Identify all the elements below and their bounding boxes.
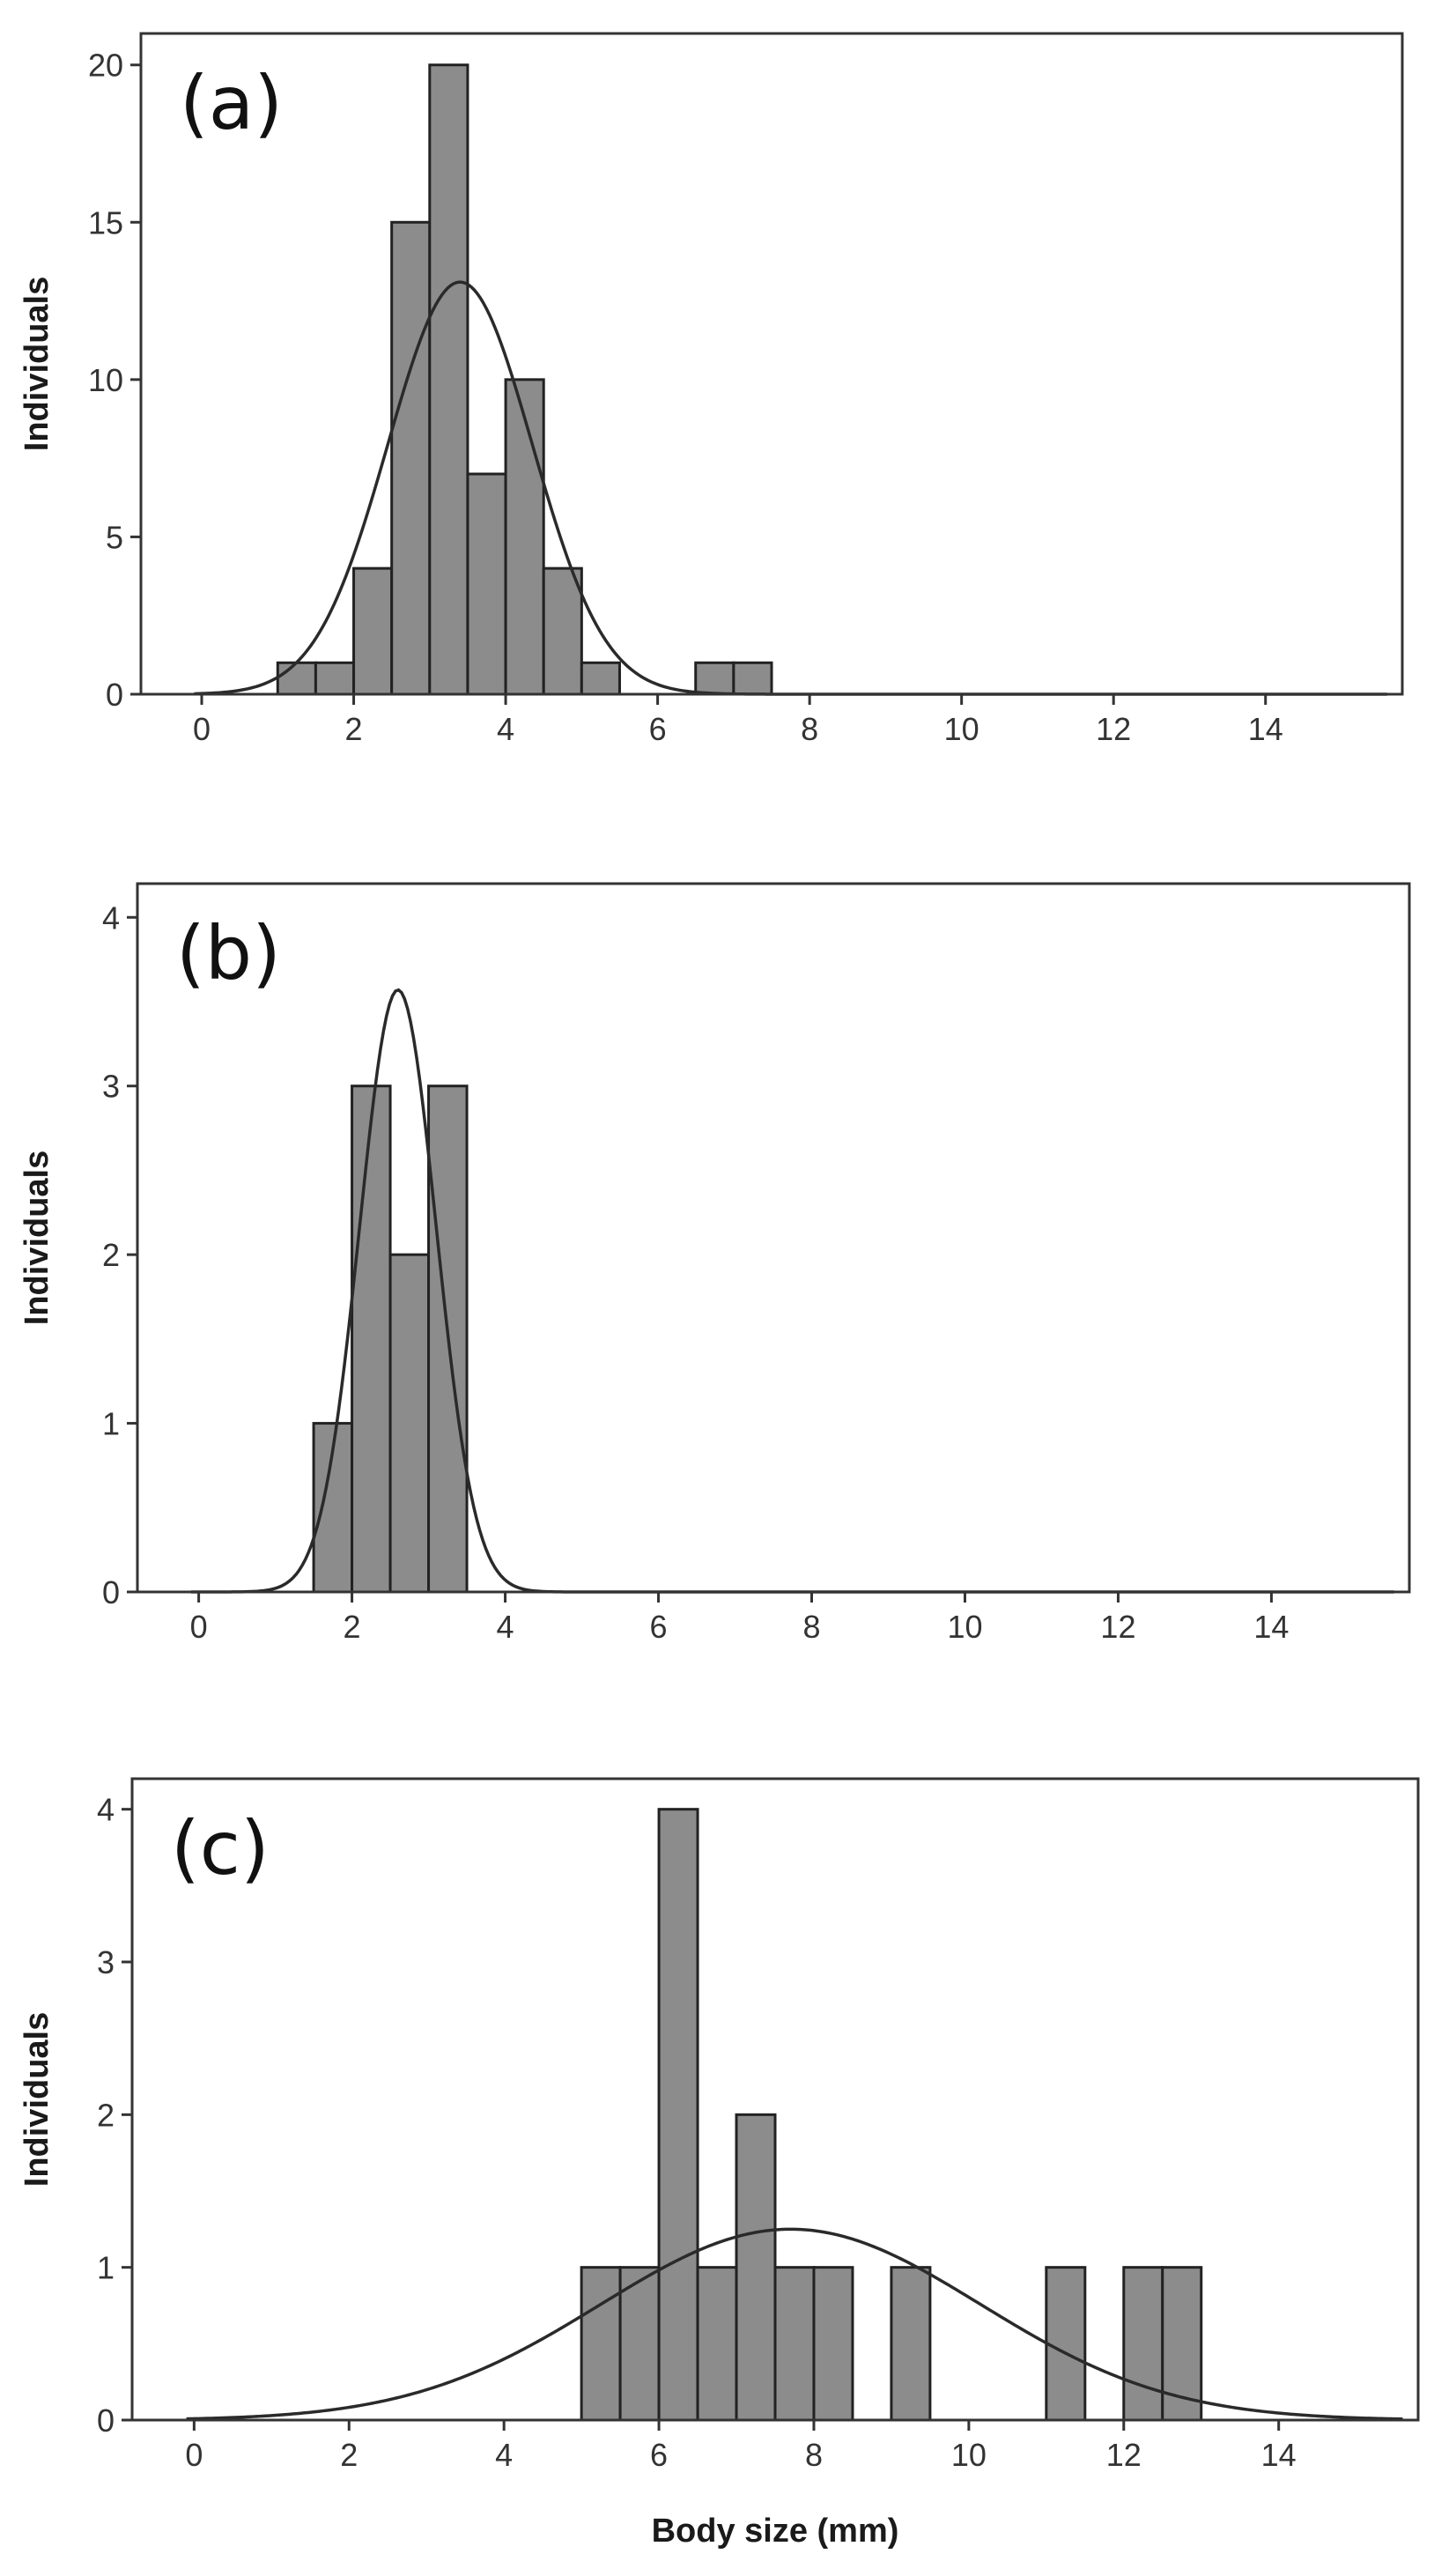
x-tick-label-b-6: 6: [650, 1609, 668, 1645]
x-tick-label-c-12: 12: [1106, 2437, 1142, 2473]
histogram-bar-a-7: [542, 566, 583, 696]
x-tick-label-c-8: 8: [805, 2437, 823, 2473]
x-tick-label-b-4: 4: [497, 1609, 514, 1645]
x-tick-label-a-6: 6: [649, 711, 667, 747]
plot-frame-b: [136, 882, 1411, 1594]
x-tick-label-b-10: 10: [947, 1609, 982, 1645]
x-tick-label-a-14: 14: [1248, 711, 1283, 747]
x-tick-label-b-0: 0: [190, 1609, 208, 1645]
normal-curve-c: [186, 2227, 1403, 2421]
y-axis-title-c: Individuals: [18, 2012, 55, 2187]
y-tick-label-b-0: 0: [102, 1574, 120, 1610]
panel-label-b: (b): [176, 910, 281, 996]
histogram-bar-b-2: [388, 1253, 431, 1594]
y-tick-label-c-0: 0: [97, 2402, 115, 2439]
x-tick-label-c-4: 4: [495, 2437, 513, 2473]
x-tick-label-a-2: 2: [345, 711, 363, 747]
panel-label-c: (c): [171, 1805, 270, 1891]
histogram-bar-c-3: [696, 2266, 738, 2422]
y-tick-label-b-3: 3: [102, 1069, 120, 1105]
x-tick-label-b-8: 8: [802, 1609, 820, 1645]
y-axis-title-b: Individuals: [18, 1151, 55, 1325]
histogram-bar-a-10: [732, 661, 773, 696]
x-tick-label-a-8: 8: [801, 711, 818, 747]
y-tick-label-a-10: 10: [88, 362, 123, 398]
x-tick-label-a-4: 4: [497, 711, 514, 747]
histogram-bar-a-3: [390, 220, 432, 696]
x-tick-label-a-12: 12: [1096, 711, 1131, 747]
x-tick-label-a-10: 10: [944, 711, 979, 747]
histogram-bar-a-8: [580, 661, 621, 696]
y-tick-label-b-2: 2: [102, 1237, 120, 1273]
histogram-bar-c-7: [890, 2266, 932, 2422]
histogram-bar-a-6: [504, 378, 545, 696]
y-tick-label-a-0: 0: [106, 677, 123, 713]
histogram-bar-c-6: [812, 2266, 854, 2422]
histogram-bar-a-5: [466, 472, 507, 696]
x-tick-label-c-2: 2: [340, 2437, 358, 2473]
x-tick-label-c-10: 10: [951, 2437, 987, 2473]
panel-a: 0 2 4 6 8 10 12 14 0 5 10 15 20 Individuals (a): [18, 32, 1404, 747]
plot-frame-c: [130, 1777, 1420, 2422]
histogram-bar-a-1: [314, 661, 356, 696]
histogram-bar-c-5: [773, 2266, 816, 2422]
y-tick-label-a-5: 5: [106, 519, 123, 555]
y-tick-label-b-1: 1: [102, 1406, 120, 1442]
y-tick-label-c-4: 4: [97, 1792, 115, 1828]
y-tick-label-a-20: 20: [88, 48, 123, 84]
histogram-bar-a-2: [352, 566, 394, 696]
x-tick-label-b-2: 2: [344, 1609, 361, 1645]
y-tick-label-c-1: 1: [97, 2250, 115, 2286]
histogram-bar-a-0: [276, 661, 317, 696]
x-tick-label-c-14: 14: [1261, 2437, 1297, 2473]
x-tick-label-c-6: 6: [650, 2437, 668, 2473]
x-axis-title-c: Body size (mm): [652, 2513, 899, 2550]
histogram-bar-c-4: [735, 2113, 777, 2422]
histogram-bar-a-9: [694, 661, 735, 696]
y-axis-title-a: Individuals: [18, 277, 55, 451]
x-tick-label-c-0: 0: [185, 2437, 203, 2473]
histogram-bar-c-9: [1122, 2266, 1164, 2422]
y-tick-label-c-2: 2: [97, 2097, 115, 2133]
x-tick-label-a-0: 0: [193, 711, 211, 747]
y-tick-label-b-4: 4: [102, 899, 120, 936]
histogram-bar-b-1: [351, 1084, 392, 1594]
histogram-bar-a-4: [428, 63, 469, 696]
plot-frame-a: [139, 32, 1404, 696]
y-tick-label-a-15: 15: [88, 204, 123, 241]
x-tick-label-b-14: 14: [1253, 1609, 1289, 1645]
panel-label-a: (a): [180, 60, 283, 146]
histogram-bar-c-1: [618, 2266, 661, 2422]
x-tick-label-b-12: 12: [1100, 1609, 1135, 1645]
histogram-bar-c-2: [657, 1808, 699, 2422]
histogram-bar-c-8: [1045, 2266, 1087, 2422]
y-tick-label-c-3: 3: [97, 1944, 115, 1980]
histogram-bar-c-0: [580, 2266, 622, 2422]
